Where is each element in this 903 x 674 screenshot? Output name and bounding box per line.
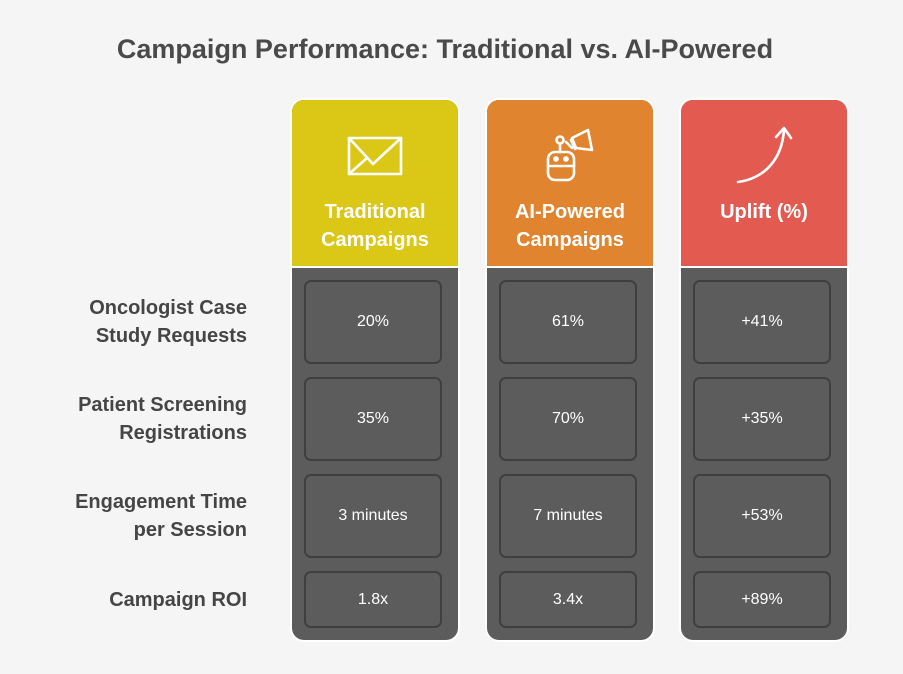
row-label-case-study: Oncologist Case Study Requests xyxy=(89,297,247,347)
column-uplift: Uplift (%) +41% +35% +53% +89% xyxy=(681,100,847,640)
cell-uplift-case-study: +41% xyxy=(693,280,831,364)
row-label-roi: Campaign ROI xyxy=(109,589,247,611)
column-title-uplift: Uplift (%) xyxy=(720,201,808,223)
cell-ai-engagement: 7 minutes xyxy=(499,474,637,558)
column-ai-powered: AI-Powered Campaigns 61% 70% 7 minutes 3… xyxy=(487,100,653,640)
cell-traditional-screening: 35% xyxy=(304,377,442,461)
envelope-icon xyxy=(292,124,458,188)
column-traditional: Traditional Campaigns 20% 35% 3 minutes … xyxy=(292,100,458,640)
cell-uplift-engagement: +53% xyxy=(693,474,831,558)
cell-traditional-case-study: 20% xyxy=(304,280,442,364)
upward-curve-arrow-icon xyxy=(681,124,847,188)
cell-traditional-roi: 1.8x xyxy=(304,571,442,628)
row-label-screening: Patient Screening Registrations xyxy=(78,394,247,444)
column-title-traditional: Traditional Campaigns xyxy=(321,201,429,251)
cell-traditional-engagement: 3 minutes xyxy=(304,474,442,558)
column-header-uplift: Uplift (%) xyxy=(681,100,847,268)
column-header-traditional: Traditional Campaigns xyxy=(292,100,458,268)
cell-ai-roi: 3.4x xyxy=(499,571,637,628)
page-title: Campaign Performance: Traditional vs. AI… xyxy=(116,34,774,64)
column-title-ai-powered: AI-Powered Campaigns xyxy=(514,201,626,251)
cell-ai-screening: 70% xyxy=(499,377,637,461)
cell-uplift-roi: +89% xyxy=(693,571,831,628)
cell-ai-case-study: 61% xyxy=(499,280,637,364)
column-header-ai-powered: AI-Powered Campaigns xyxy=(487,100,653,268)
cell-uplift-screening: +35% xyxy=(693,377,831,461)
row-label-engagement: Engagement Time per Session xyxy=(75,491,247,541)
robot-megaphone-icon xyxy=(487,124,653,188)
